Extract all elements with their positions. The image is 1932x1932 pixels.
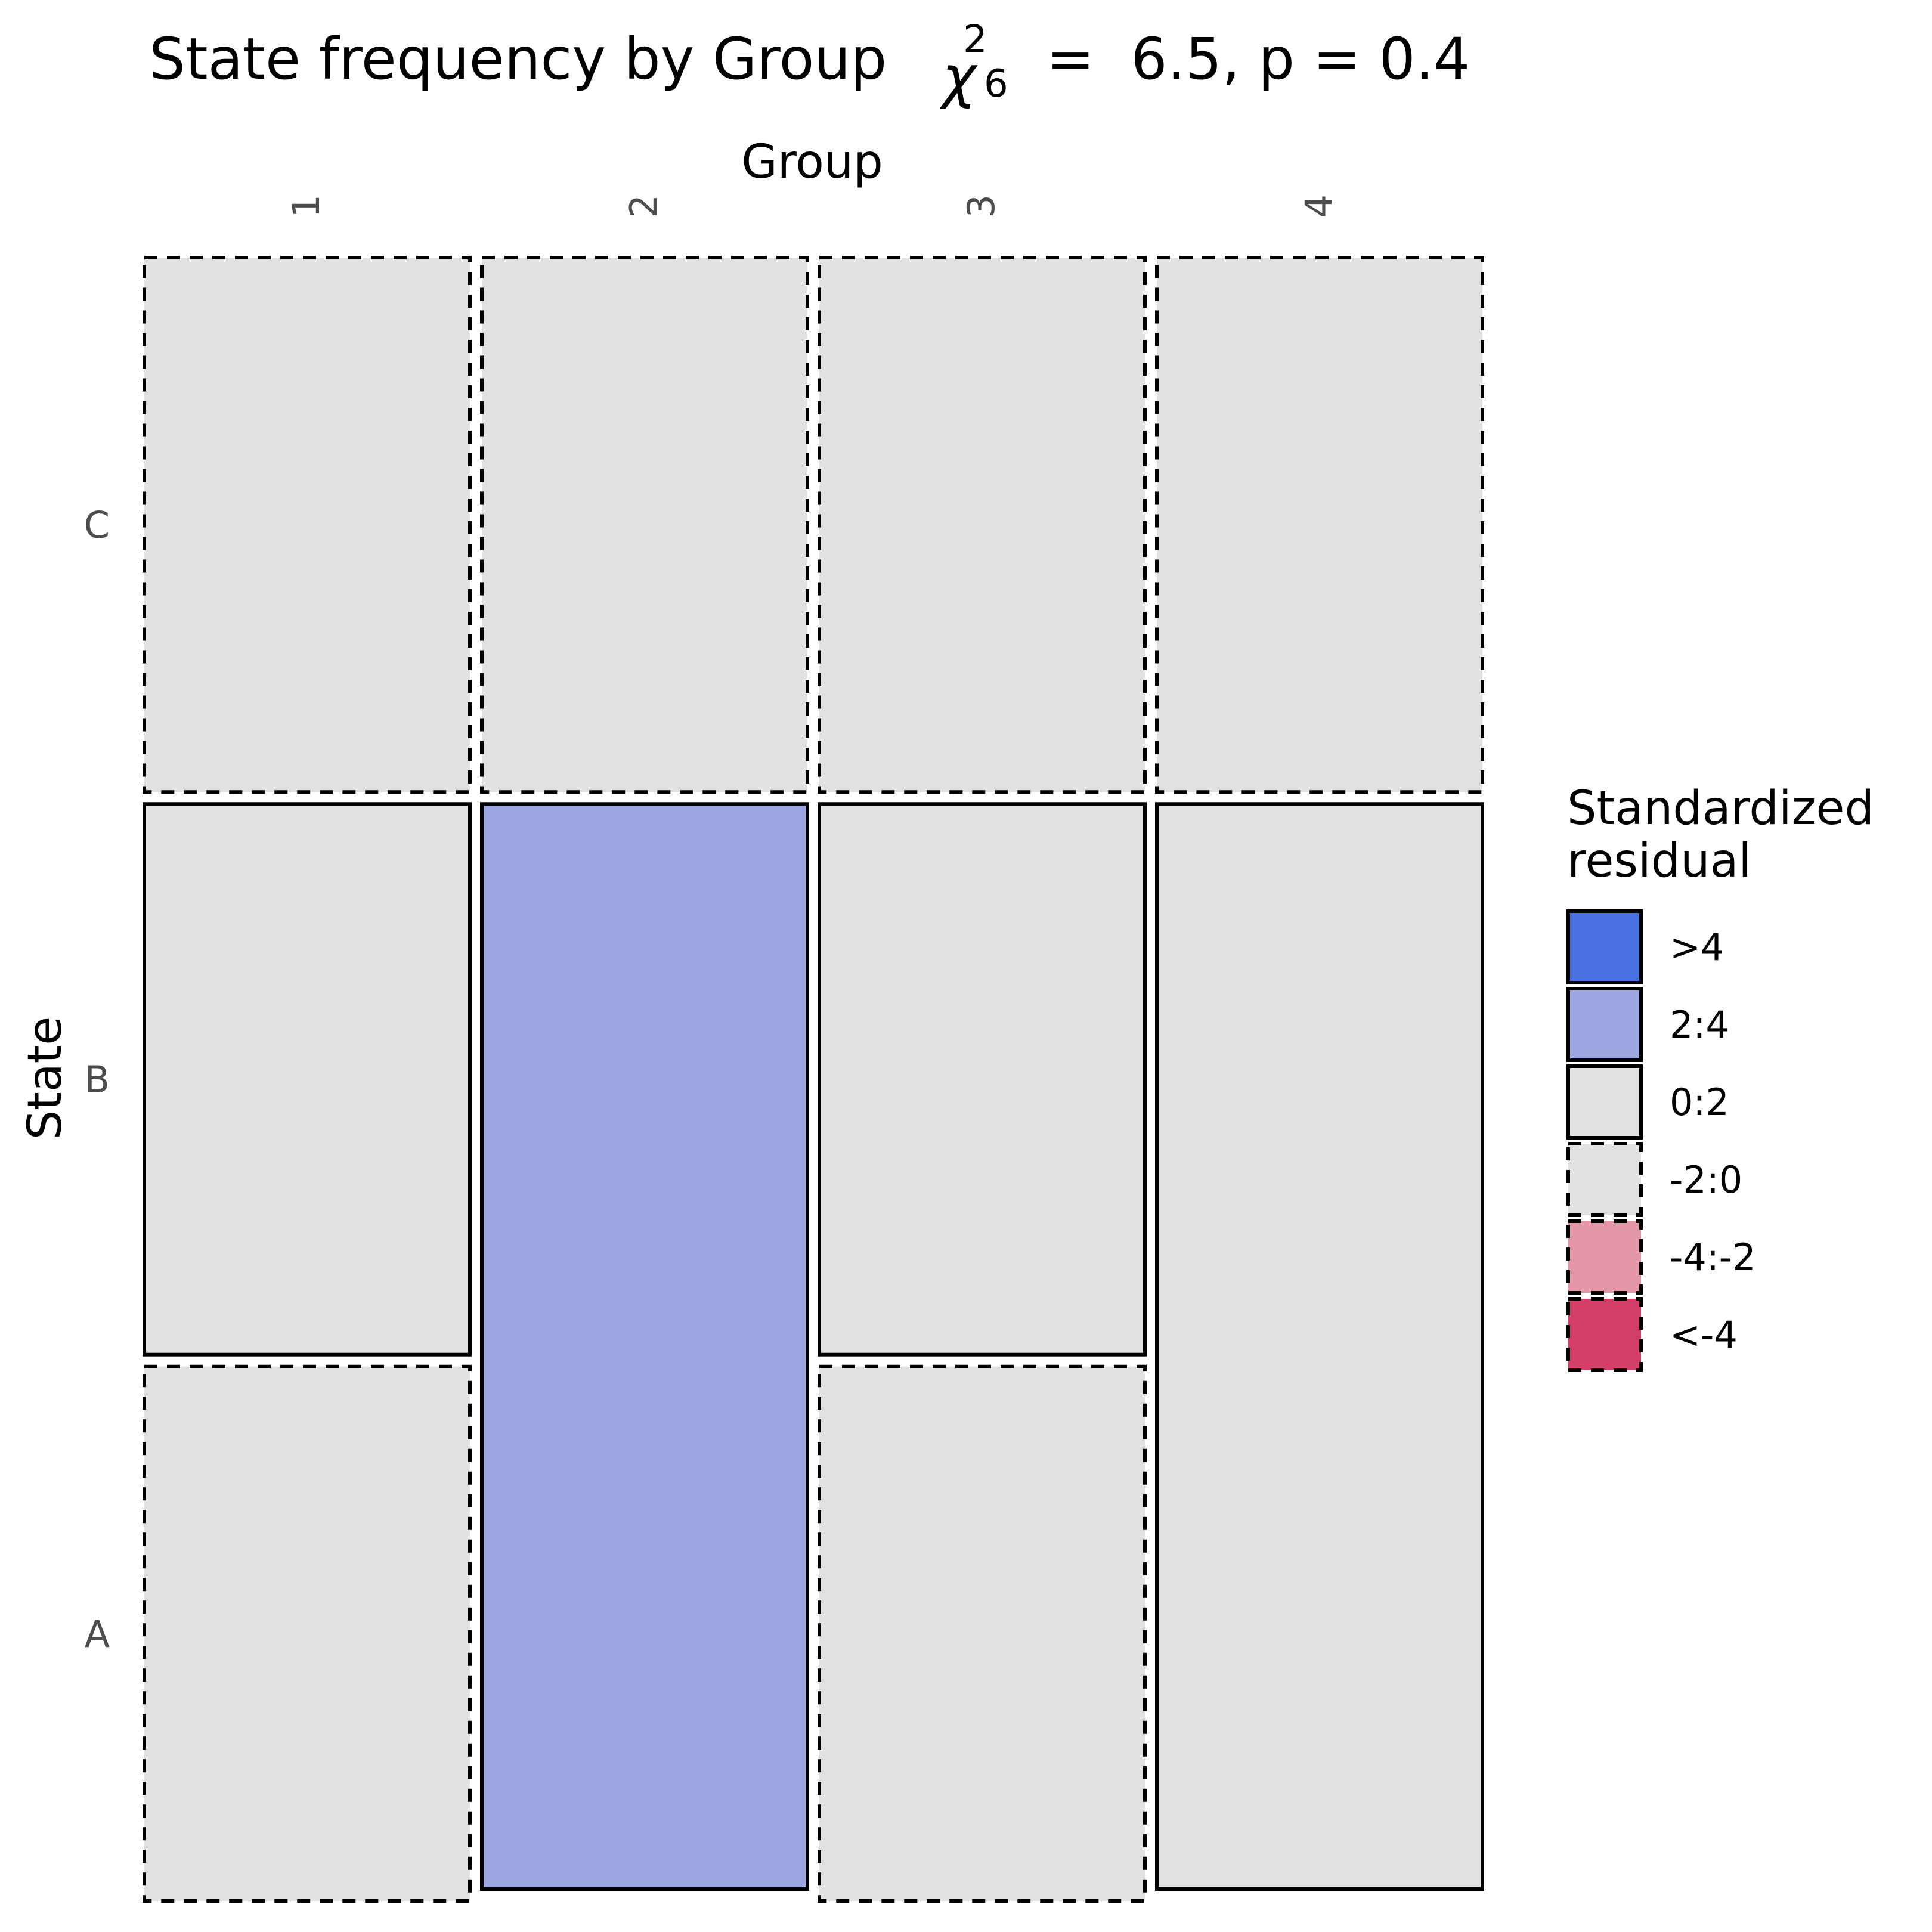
- legend-label-3: 0:2: [1670, 1080, 1729, 1124]
- x-tick-labels: 1 2 3 4: [284, 194, 1340, 218]
- tile-group-4-state-C: [1155, 256, 1484, 794]
- tile-group-1-state-C: [143, 256, 472, 794]
- legend-key-2: [1566, 987, 1643, 1062]
- legend-label-1: >4: [1670, 925, 1724, 969]
- tile-group-4-state-B: [1155, 802, 1484, 1891]
- tile-group-3-state-C: [818, 256, 1147, 794]
- legend-items: >4 2:4 0:2 -2:0 -4:-2 <-4: [1566, 909, 1756, 1372]
- y-tick-label-C: C: [84, 503, 110, 547]
- y-axis-title: State: [18, 1017, 72, 1140]
- title-stat-subscript: 6: [984, 62, 1008, 106]
- x-tick-label-3: 3: [959, 194, 1003, 218]
- tile-group-1-state-B: [143, 802, 472, 1357]
- legend-label-6: <-4: [1670, 1313, 1738, 1357]
- tile-group-1-state-A: [143, 1364, 472, 1903]
- legend-key-6: [1566, 1297, 1643, 1372]
- mosaic-tiles: [143, 256, 1484, 1903]
- legend-key-3: [1566, 1064, 1643, 1140]
- x-axis-title: Group: [741, 135, 883, 189]
- legend-label-2: 2:4: [1670, 1003, 1729, 1046]
- legend: Standardized residual >4 2:4 0:2 -2:0 -4:-2 <…: [1566, 782, 1874, 1372]
- x-tick-label-4: 4: [1297, 194, 1340, 218]
- legend-key-5: [1566, 1219, 1643, 1295]
- tile-group-2-state-C: [480, 256, 809, 794]
- legend-label-4: -2:0: [1670, 1158, 1742, 1202]
- title-prefix: State frequency by Group: [149, 26, 887, 92]
- y-tick-labels: A B C: [84, 503, 110, 1656]
- tile-group-2-state-B: [480, 802, 809, 1891]
- legend-title-line-2: residual: [1567, 834, 1751, 888]
- y-tick-label-A: A: [85, 1612, 110, 1656]
- title-stat-symbol: χ: [939, 44, 978, 110]
- title-stat-superscript: 2: [963, 18, 987, 62]
- x-tick-label-2: 2: [622, 194, 665, 218]
- tile-group-3-state-B: [818, 802, 1147, 1357]
- legend-key-4: [1566, 1142, 1643, 1217]
- legend-key-1: [1566, 909, 1643, 984]
- chart-title: State frequency by Group: [149, 26, 887, 92]
- legend-label-5: -4:-2: [1670, 1236, 1756, 1279]
- y-tick-label-B: B: [84, 1058, 110, 1101]
- x-tick-label-1: 1: [284, 194, 328, 218]
- tile-group-3-state-A: [818, 1364, 1147, 1903]
- legend-title-line-1: Standardized: [1567, 782, 1874, 835]
- title-stat-rest: = 6.5, p = 0.4: [1046, 26, 1470, 92]
